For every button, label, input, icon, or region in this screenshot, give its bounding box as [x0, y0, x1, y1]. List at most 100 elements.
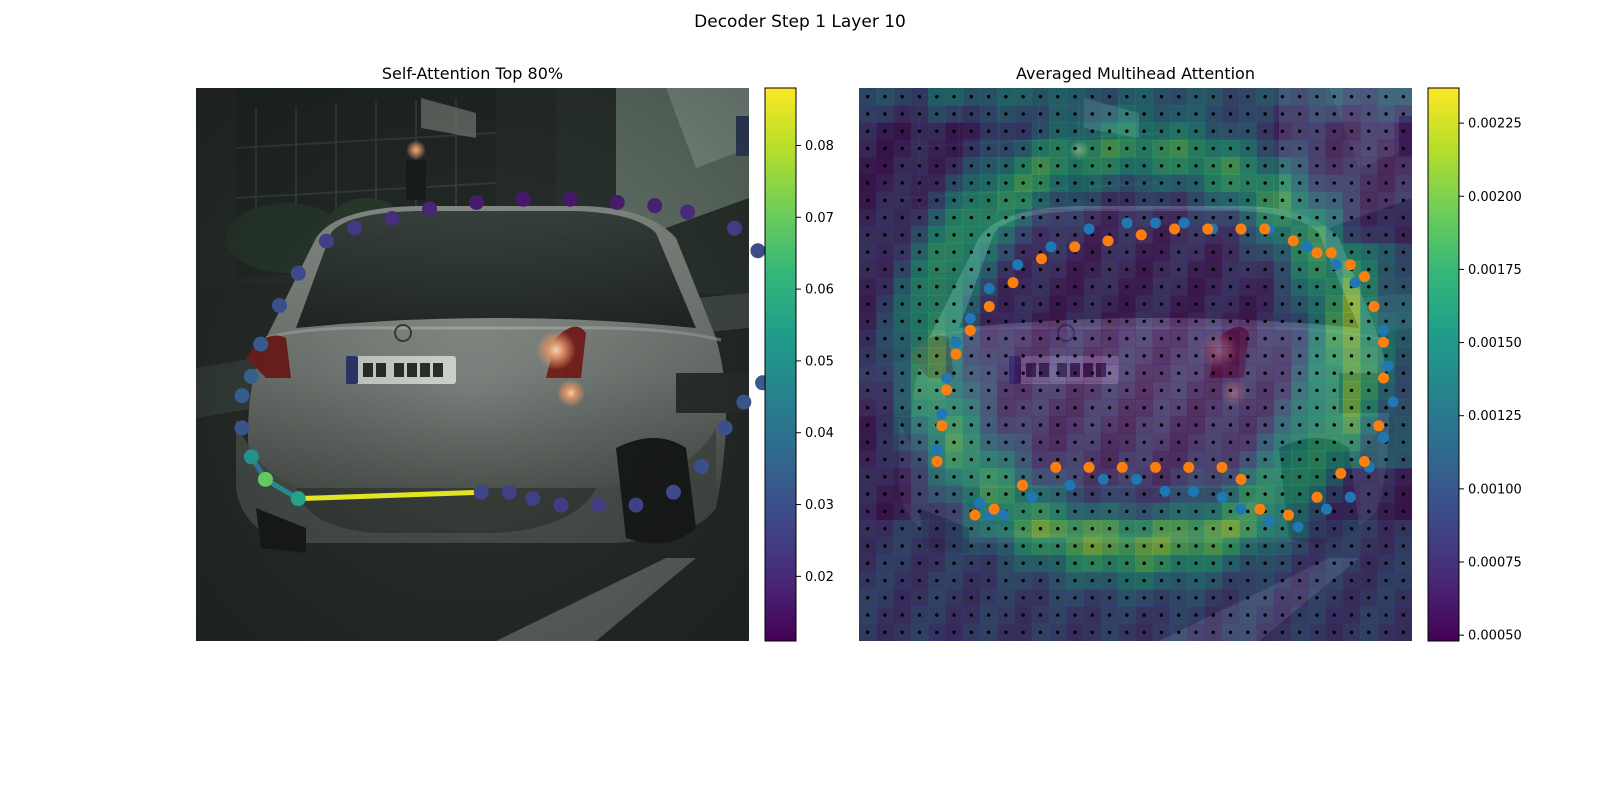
- grid-dot: [1107, 509, 1112, 514]
- series-point: [1378, 336, 1389, 348]
- grid-dot: [1073, 475, 1077, 479]
- grid-dot: [1177, 129, 1181, 133]
- grid-dot: [1228, 509, 1233, 514]
- grid-dot: [917, 285, 922, 289]
- grid-dot: [1211, 285, 1215, 289]
- grid-dot: [1056, 457, 1060, 462]
- grid-dot: [1159, 164, 1164, 168]
- grid-dot: [1367, 440, 1371, 444]
- attention-point: [726, 220, 742, 236]
- grid-dot: [1280, 164, 1285, 168]
- grid-dot: [1090, 250, 1094, 254]
- grid-dot: [1315, 164, 1319, 168]
- grid-dot: [1159, 406, 1164, 410]
- grid-dot: [1004, 146, 1008, 151]
- grid-dot: [1021, 94, 1025, 99]
- figure-title: Decoder Step 1 Layer 10: [694, 12, 906, 32]
- grid-dot: [900, 475, 904, 479]
- grid-dot: [1177, 198, 1181, 203]
- grid-dot: [1142, 630, 1146, 635]
- grid-dot: [1349, 354, 1354, 358]
- grid-dot: [986, 319, 991, 323]
- grid-dot: [1056, 302, 1060, 306]
- grid-dot: [883, 250, 887, 254]
- grid-dot: [1142, 112, 1146, 116]
- series-point: [1264, 515, 1275, 527]
- series-point: [1254, 503, 1266, 515]
- grid-dot: [900, 492, 904, 496]
- grid-dot: [1056, 423, 1060, 427]
- grid-dot: [865, 181, 870, 185]
- colorbar-tick-label: 0.06: [805, 283, 834, 298]
- grid-dot: [1211, 354, 1215, 358]
- grid-dot: [1021, 388, 1025, 393]
- colorbar-tick-label: 0.00100: [1468, 482, 1522, 497]
- grid-dot: [1228, 354, 1233, 358]
- grid-dot: [969, 596, 974, 600]
- grid-dot: [1332, 112, 1336, 116]
- grid-dot: [1056, 544, 1060, 548]
- grid-dot: [1315, 440, 1319, 444]
- grid-dot: [1367, 492, 1371, 496]
- grid-dot: [1142, 302, 1146, 306]
- grid-dot: [1073, 285, 1077, 289]
- grid-dot: [1349, 544, 1354, 548]
- grid-dot: [1125, 561, 1129, 565]
- grid-dot: [1125, 509, 1129, 514]
- grid-dot: [1332, 578, 1336, 583]
- grid-dot: [969, 475, 974, 479]
- grid-dot: [883, 440, 887, 444]
- grid-dot: [865, 164, 870, 168]
- grid-dot: [1384, 457, 1388, 462]
- grid-dot: [1159, 215, 1164, 220]
- grid-dot: [1401, 146, 1406, 151]
- grid-dot: [1263, 596, 1267, 600]
- series-point: [1178, 217, 1190, 229]
- series-point: [1344, 491, 1356, 503]
- grid-dot: [935, 112, 939, 116]
- grid-dot: [1297, 215, 1302, 220]
- grid-dot: [1297, 285, 1302, 289]
- grid-dot: [1004, 215, 1008, 220]
- grid-dot: [1228, 423, 1233, 427]
- attention-point: [717, 420, 733, 436]
- grid-dot: [1211, 526, 1215, 531]
- grid-dot: [952, 561, 956, 565]
- grid-dot: [952, 198, 956, 203]
- grid-dot: [935, 250, 939, 254]
- grid-dot: [1159, 146, 1164, 151]
- grid-dot: [1211, 388, 1215, 393]
- grid-dot: [1107, 129, 1112, 133]
- grid-dot: [1211, 129, 1215, 133]
- grid-dot: [1159, 475, 1164, 479]
- grid-dot: [1332, 388, 1336, 393]
- grid-dot: [1107, 440, 1112, 444]
- grid-dot: [917, 164, 922, 168]
- grid-dot: [969, 181, 974, 185]
- grid-dot: [1228, 146, 1233, 151]
- grid-dot: [969, 423, 974, 427]
- grid-dot: [1297, 250, 1302, 254]
- grid-dot: [1211, 544, 1215, 548]
- grid-dot: [1349, 561, 1354, 565]
- series-point: [1007, 277, 1019, 289]
- grid-dot: [1349, 630, 1354, 635]
- car-photo-icon: [196, 88, 749, 641]
- grid-dot: [1021, 181, 1025, 185]
- grid-dot: [1332, 181, 1336, 185]
- grid-dot: [1280, 354, 1285, 358]
- grid-dot: [917, 526, 922, 531]
- grid-dot: [1349, 406, 1354, 410]
- grid-dot: [1004, 112, 1008, 116]
- grid-dot: [1073, 526, 1077, 531]
- grid-dot: [986, 267, 991, 272]
- grid-dot: [1177, 492, 1181, 496]
- grid-dot: [952, 215, 956, 220]
- grid-dot: [900, 198, 904, 203]
- grid-dot: [1073, 129, 1077, 133]
- grid-dot: [969, 129, 974, 133]
- grid-dot: [1021, 475, 1025, 479]
- grid-dot: [952, 371, 956, 375]
- grid-dot: [1159, 371, 1164, 375]
- grid-dot: [1125, 164, 1129, 168]
